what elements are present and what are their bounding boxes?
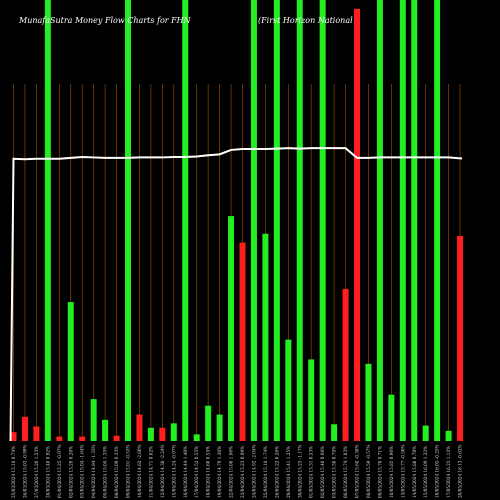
bar-15/04/2024: [170, 423, 177, 441]
tick-label: 02/05/2024 15.46 0.98%: [320, 446, 325, 498]
bar-10/05/2024: [388, 394, 395, 441]
tick-label: 30/04/2024 15.23 -1.17%: [297, 444, 302, 498]
tick-label: 10/05/2024 15.85 0.96%: [389, 446, 394, 498]
tick-label: 23/04/2024 15.23 0.99%: [240, 446, 245, 498]
bar-11/04/2024: [147, 427, 154, 441]
tick-label: 06/05/2024 15.74 1.03%: [343, 446, 348, 498]
bar-16/04/2024: [182, 0, 189, 441]
bar-28/03/2024: [44, 0, 51, 441]
bar-02/05/2024: [319, 0, 326, 441]
tick-label: 08/05/2024 15.59 -0.57%: [366, 444, 371, 498]
tick-label: 02/04/2024 15.29 0.26%: [68, 446, 73, 498]
tick-label: 14/05/2024 15.88 0.70%: [412, 446, 417, 498]
x-tick-labels: 25/03/2024 15.18 0.74% 26/03/2024 15.03 -…: [11, 444, 463, 498]
bar-22/04/2024: [228, 216, 235, 441]
tick-label: 29/04/2024 15.41 1.25%: [286, 446, 291, 498]
bar-23/04/2024: [239, 242, 246, 441]
tick-label: 24/04/2024 14.92 -2.04%: [251, 444, 256, 498]
tick-label: 13/05/2024 15.77 -0.50%: [400, 444, 405, 498]
tick-label: 11/04/2024 14.71 0.62%: [148, 446, 153, 498]
bar-09/04/2024: [125, 0, 131, 441]
bar-17/04/2024: [193, 434, 200, 441]
tick-label: 04/04/2024 14.84 -1.33%: [91, 444, 96, 498]
bar-09/05/2024: [376, 0, 383, 441]
tick-label: 17/05/2024 16.23 1.12%: [446, 446, 451, 498]
bar-01/04/2024: [56, 436, 63, 441]
tick-label: 26/04/2024 15.22 0.26%: [274, 446, 279, 498]
bar-06/05/2024: [342, 288, 349, 441]
bar-30/04/2024: [296, 0, 303, 441]
bar-26/03/2024: [21, 416, 28, 441]
tick-label: 01/05/2024 15.31 0.53%: [309, 446, 314, 498]
bar-08/04/2024: [113, 435, 120, 441]
bar-07/05/2024: [354, 8, 360, 441]
bar-series: [10, 0, 464, 441]
price-line: [9, 147, 463, 442]
tick-label: 03/05/2024 15.58 0.78%: [332, 446, 337, 498]
bar-17/05/2024: [445, 430, 452, 441]
tick-label: 20/05/2024 16.13 -0.62%: [458, 444, 463, 498]
bar-15/05/2024: [422, 425, 429, 441]
tick-label: 18/04/2024 14.60 0.55%: [206, 446, 211, 498]
bar-25/03/2024: [10, 432, 17, 441]
bar-26/04/2024: [273, 0, 280, 441]
tick-label: 27/03/2024 15.26 1.53%: [34, 446, 39, 498]
bar-04/04/2024: [90, 399, 97, 441]
tick-label: 22/04/2024 15.08 1.96%: [229, 446, 234, 498]
tick-label: 16/04/2024 14.44 1.40%: [183, 446, 188, 498]
tick-label: 09/04/2024 15.01 -0.53%: [126, 444, 131, 498]
bar-08/05/2024: [365, 363, 372, 441]
bar-12/04/2024: [159, 427, 166, 441]
bar-27/03/2024: [33, 426, 40, 441]
bar-13/05/2024: [399, 0, 406, 441]
tick-label: 15/05/2024 16.09 1.32%: [423, 446, 428, 498]
bar-14/05/2024: [411, 0, 418, 441]
tick-label: 08/04/2024 15.09 0.33%: [114, 446, 119, 498]
bar-01/05/2024: [308, 359, 315, 441]
tick-label: 16/05/2024 16.05 -0.25%: [435, 444, 440, 498]
bar-16/05/2024: [434, 0, 441, 441]
tick-label: 15/04/2024 14.24 -0.97%: [171, 444, 176, 498]
tick-label: 26/03/2024 15.03 -0.99%: [22, 444, 27, 498]
bar-25/04/2024: [262, 233, 269, 441]
tick-label: 01/04/2024 15.25 -0.97%: [57, 444, 62, 498]
tick-label: 19/04/2024 14.79 1.30%: [217, 446, 222, 498]
bar-03/04/2024: [79, 436, 86, 441]
bar-05/04/2024: [102, 419, 109, 441]
bar-18/04/2024: [205, 405, 212, 441]
tick-label: 07/05/2024 15.68 -0.38%: [355, 444, 360, 498]
tick-label: 25/03/2024 15.18 0.74%: [11, 446, 16, 498]
bar-19/04/2024: [216, 414, 223, 441]
tick-label: 25/04/2024 15.18 1.74%: [263, 446, 268, 498]
tick-label: 28/03/2024 15.40 0.92%: [45, 446, 50, 498]
bar-03/05/2024: [331, 424, 338, 441]
tick-label: 10/04/2024 14.62 -2.60%: [137, 444, 142, 498]
tick-label: 09/05/2024 15.70 0.71%: [377, 446, 382, 498]
bar-20/05/2024: [457, 235, 464, 441]
tick-label: 05/04/2024 15.04 1.35%: [103, 446, 108, 498]
chart-subtitle: (First Horizon National: [258, 16, 353, 25]
tick-label: 03/04/2024 15.04 -1.64%: [80, 444, 85, 498]
bar-24/04/2024: [250, 0, 257, 441]
bar-29/04/2024: [285, 339, 292, 441]
tick-label: 17/04/2024 14.52 0.55%: [194, 446, 199, 498]
chart-title: MunafaSutra Money Flow Charts for FHN: [18, 16, 192, 25]
tick-label: 12/04/2024 14.38 -2.24%: [160, 444, 165, 498]
bar-02/04/2024: [67, 302, 74, 441]
bar-10/04/2024: [136, 414, 143, 441]
